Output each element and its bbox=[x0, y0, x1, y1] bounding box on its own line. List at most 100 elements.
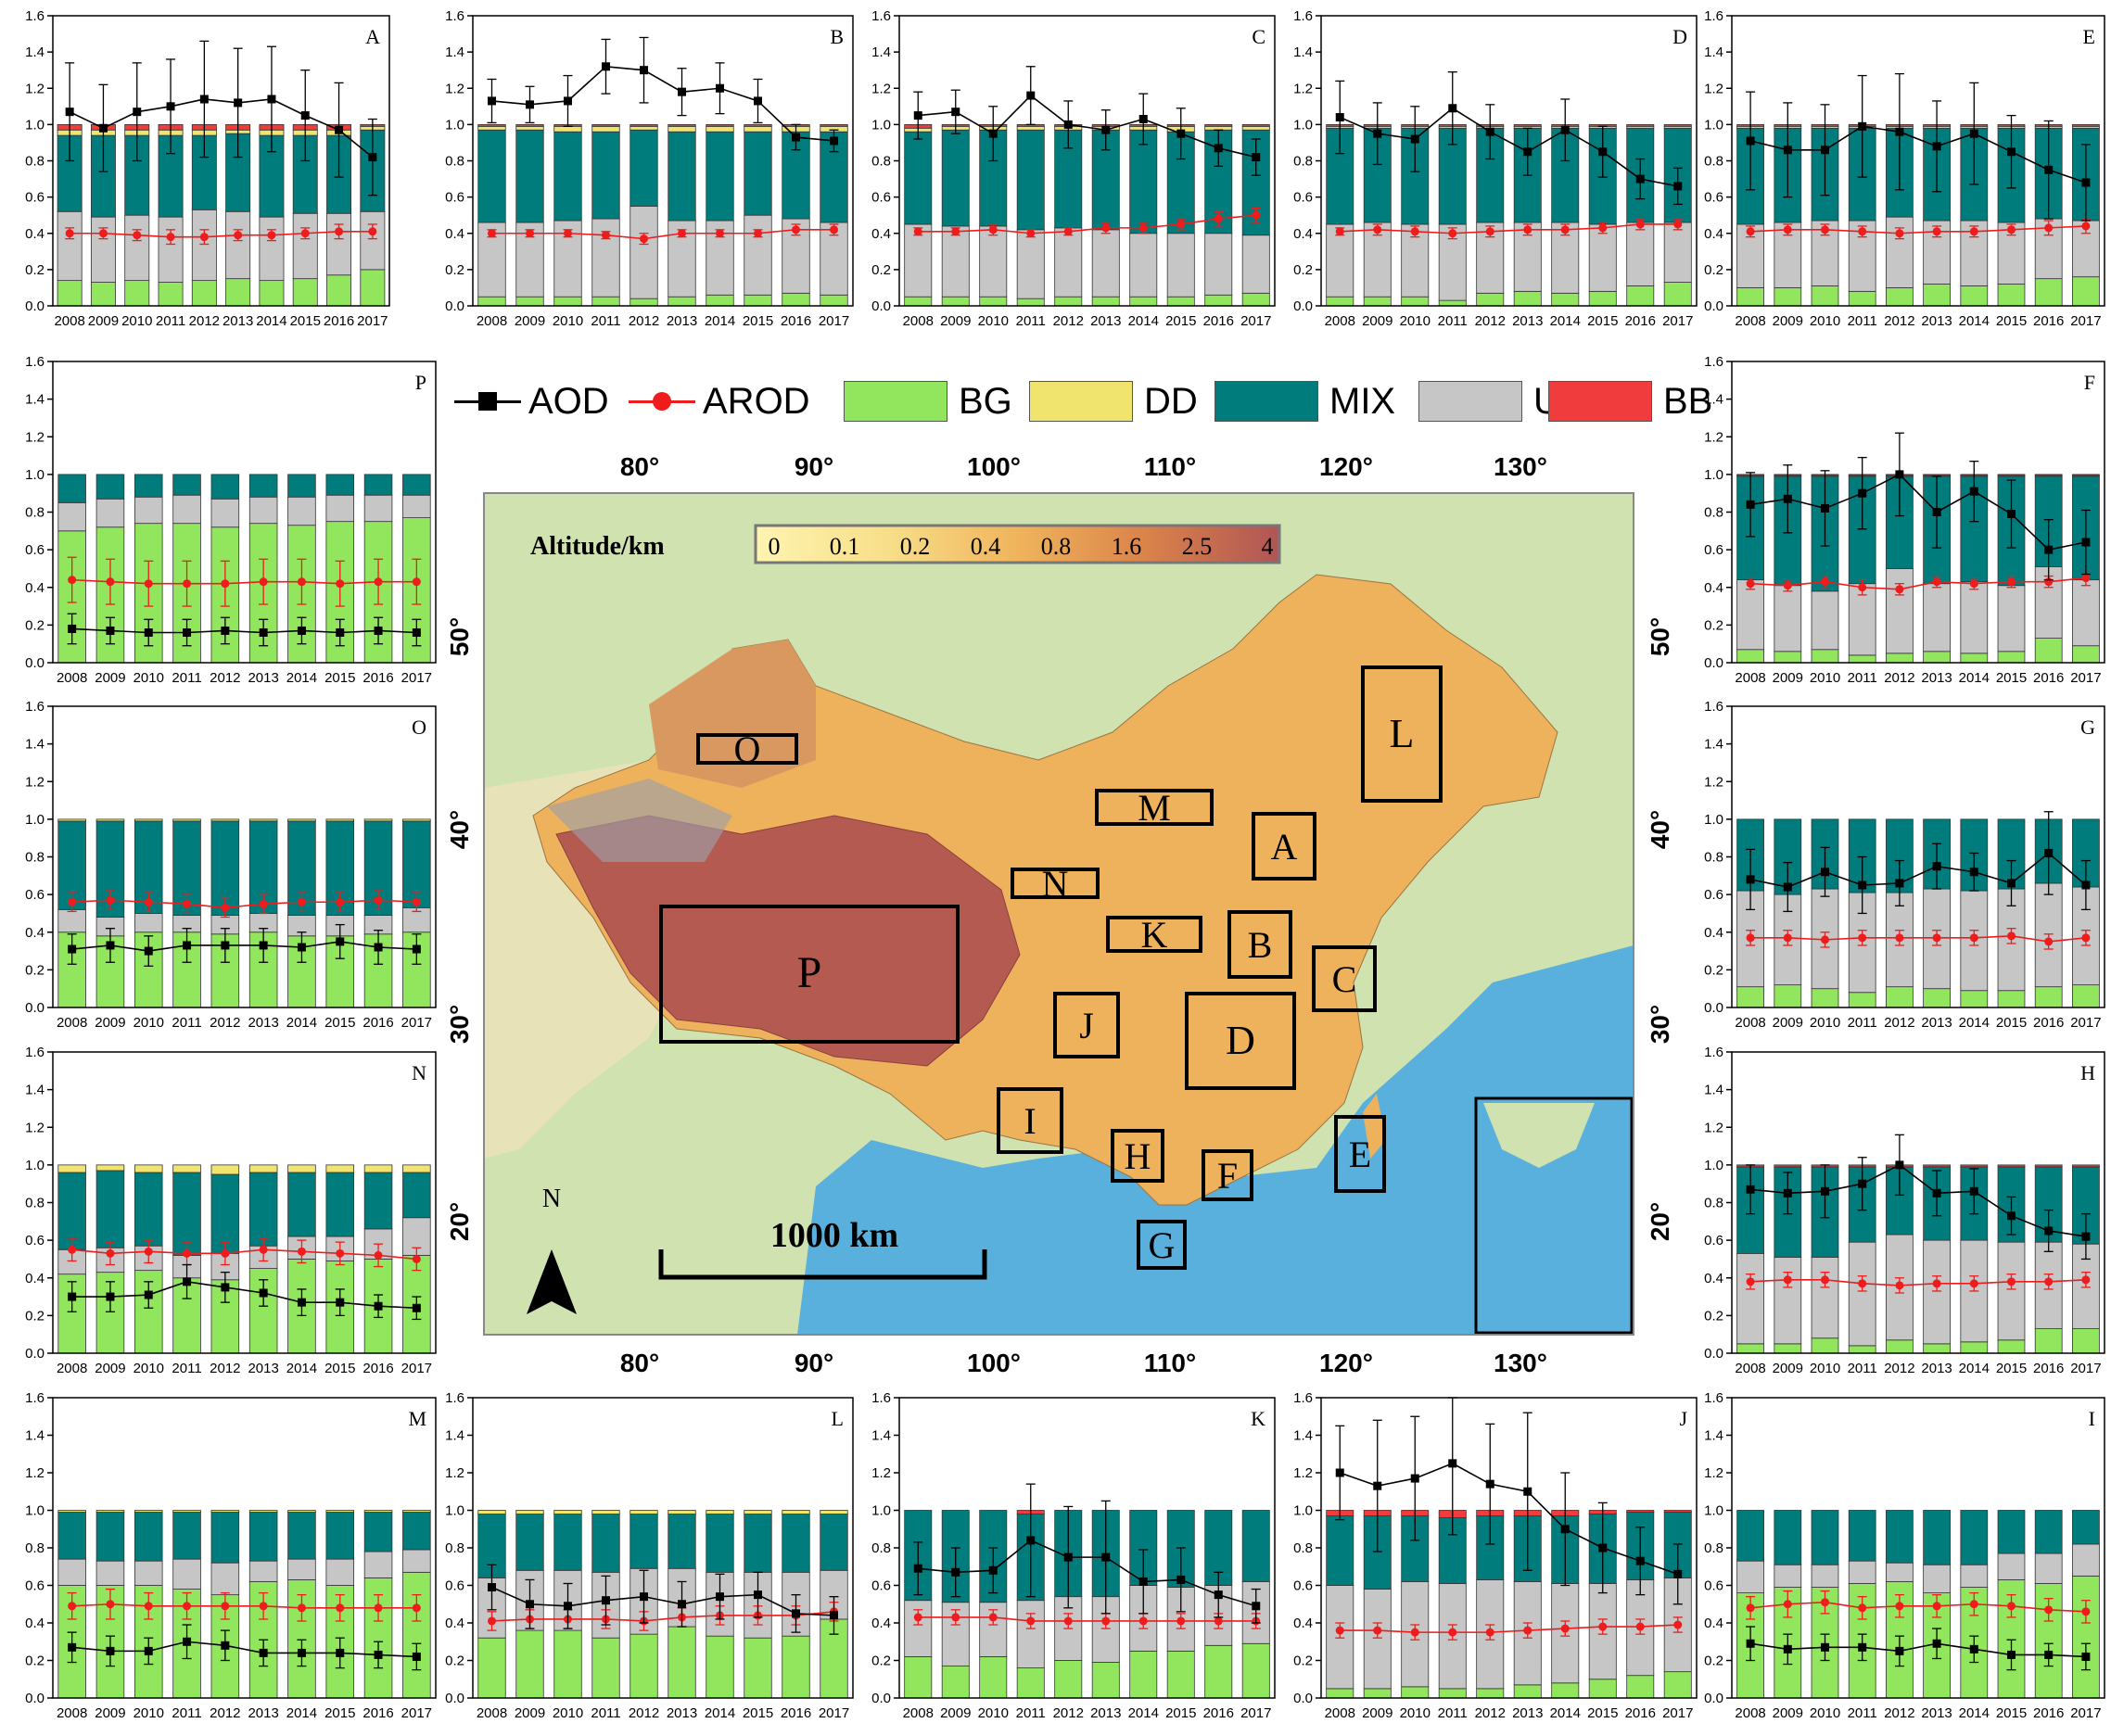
x-tick-label: 2010 bbox=[1810, 1361, 1840, 1376]
bar-bg bbox=[1811, 1337, 1839, 1354]
arod-point bbox=[144, 897, 153, 906]
arod-point bbox=[640, 234, 648, 244]
bar-mix bbox=[515, 129, 544, 223]
arod-point bbox=[374, 1603, 383, 1613]
bar-mix bbox=[134, 1172, 163, 1247]
arod-point bbox=[1858, 1279, 1867, 1288]
aod-point bbox=[1783, 1644, 1792, 1654]
bar-bg bbox=[515, 296, 544, 307]
bar-dd bbox=[744, 1510, 772, 1514]
legend-aod-label: AOD bbox=[528, 380, 609, 422]
bar-bg bbox=[1476, 1688, 1505, 1699]
bar-dd bbox=[477, 1510, 506, 1514]
scale-label: 1000 km bbox=[770, 1216, 898, 1255]
legend: AOD AROD BG DD MIX UI BB bbox=[454, 371, 1712, 436]
arod-point bbox=[2007, 577, 2016, 587]
arod-point bbox=[1635, 220, 1645, 229]
x-tick-label: 2013 bbox=[667, 1705, 697, 1721]
x-tick-label: 2016 bbox=[2033, 1361, 2064, 1376]
aod-point bbox=[1932, 508, 1941, 516]
aod-point bbox=[1214, 144, 1223, 153]
aod-point bbox=[144, 946, 153, 956]
legend-item-bb: BB bbox=[1548, 378, 1712, 424]
legend-arod-marker bbox=[653, 391, 671, 411]
bar-dd bbox=[553, 1510, 582, 1514]
y-tick-label: 0.8 bbox=[1704, 850, 1723, 866]
arod-point bbox=[297, 577, 306, 587]
bar-ui bbox=[1923, 1239, 1951, 1345]
x-tick-label: 2010 bbox=[553, 1705, 583, 1721]
bar-bg bbox=[1438, 299, 1467, 307]
y-tick-label: 0.0 bbox=[1293, 298, 1313, 314]
legend-mix-label: MIX bbox=[1329, 380, 1396, 422]
arod-point bbox=[166, 233, 175, 242]
legend-arod-label: AROD bbox=[703, 380, 810, 422]
bar-ui bbox=[1241, 234, 1270, 294]
x-tick-label: 2008 bbox=[57, 670, 87, 686]
arod-point bbox=[1560, 1624, 1570, 1633]
x-tick-label: 2009 bbox=[1362, 313, 1392, 329]
arod-line bbox=[70, 230, 373, 238]
chart-g: 0.0 0.2 0.4 0.6 0.8 1.0 1.2 1.4 1.6 2008 2009 2010 2… bbox=[1704, 699, 2105, 1031]
altitude-colorbar bbox=[754, 524, 1281, 564]
aod-point bbox=[68, 1292, 77, 1301]
x-tick-label: 2015 bbox=[1996, 1015, 2027, 1031]
y-tick-label: 1.0 bbox=[445, 1503, 464, 1519]
bar-bg bbox=[225, 278, 251, 307]
aod-point bbox=[1969, 487, 1978, 496]
arod-point bbox=[526, 229, 534, 238]
bar-dd bbox=[210, 1164, 240, 1175]
arod-point bbox=[1821, 1275, 1829, 1285]
aod-point bbox=[106, 1646, 115, 1655]
bar-ui bbox=[1848, 1241, 1876, 1347]
arod-point bbox=[1373, 225, 1382, 234]
y-tick-label: 0.2 bbox=[1704, 1654, 1723, 1669]
arod-point bbox=[2044, 223, 2054, 233]
arod-point bbox=[2081, 222, 2091, 231]
arod-point bbox=[1485, 227, 1494, 236]
arod-line bbox=[918, 1616, 1256, 1622]
aod-point bbox=[1448, 1459, 1457, 1468]
bar-dd bbox=[172, 1510, 201, 1513]
x-tick-label: 2012 bbox=[1884, 1361, 1914, 1376]
bar-mix bbox=[134, 474, 163, 498]
bar-bg bbox=[1997, 284, 2026, 307]
region-label-m: M bbox=[1138, 787, 1171, 829]
aod-point bbox=[374, 943, 383, 952]
bar-bg bbox=[1438, 1688, 1467, 1699]
bar-bg bbox=[629, 1633, 658, 1699]
region-label-a: A bbox=[1271, 826, 1298, 868]
aod-point bbox=[488, 1583, 496, 1592]
bar-mix bbox=[402, 1172, 431, 1219]
aod-point bbox=[1932, 1188, 1941, 1197]
x-tick-label: 2009 bbox=[1773, 1015, 1803, 1031]
x-tick-label: 2013 bbox=[1921, 1361, 1952, 1376]
arod-point bbox=[1932, 1279, 1941, 1288]
x-tick-label: 2010 bbox=[1400, 1705, 1431, 1721]
arod-point bbox=[1026, 1616, 1036, 1626]
x-tick-label: 2016 bbox=[781, 1705, 811, 1721]
aod-point bbox=[68, 944, 77, 954]
bar-dd bbox=[325, 818, 355, 822]
x-tick-label: 2016 bbox=[1203, 1705, 1234, 1721]
panel-label: O bbox=[412, 716, 426, 739]
bar-bg bbox=[941, 296, 970, 307]
bar-ui bbox=[124, 214, 150, 282]
bar-bg bbox=[1774, 287, 1802, 307]
x-tick-label: 2011 bbox=[172, 670, 201, 686]
y-tick-label: 0.2 bbox=[1293, 262, 1313, 278]
y-tick-label: 1.6 bbox=[1704, 354, 1723, 370]
y-tick-label: 0.8 bbox=[25, 505, 45, 521]
y-tick-label: 0.4 bbox=[1293, 226, 1313, 242]
arod-point bbox=[1523, 225, 1532, 234]
aod-point bbox=[2044, 1650, 2054, 1659]
bar-ui bbox=[287, 1558, 316, 1580]
x-tick-label: 2017 bbox=[401, 1015, 432, 1031]
bar-mix bbox=[629, 1514, 658, 1569]
legend-bg-label: BG bbox=[959, 380, 1012, 422]
y-tick-label: 1.4 bbox=[25, 737, 45, 753]
arod-point bbox=[1969, 1279, 1978, 1288]
bar-ui bbox=[2072, 579, 2100, 647]
bar-mix bbox=[1811, 1510, 1839, 1565]
y-tick-label: 0.6 bbox=[25, 1578, 45, 1594]
